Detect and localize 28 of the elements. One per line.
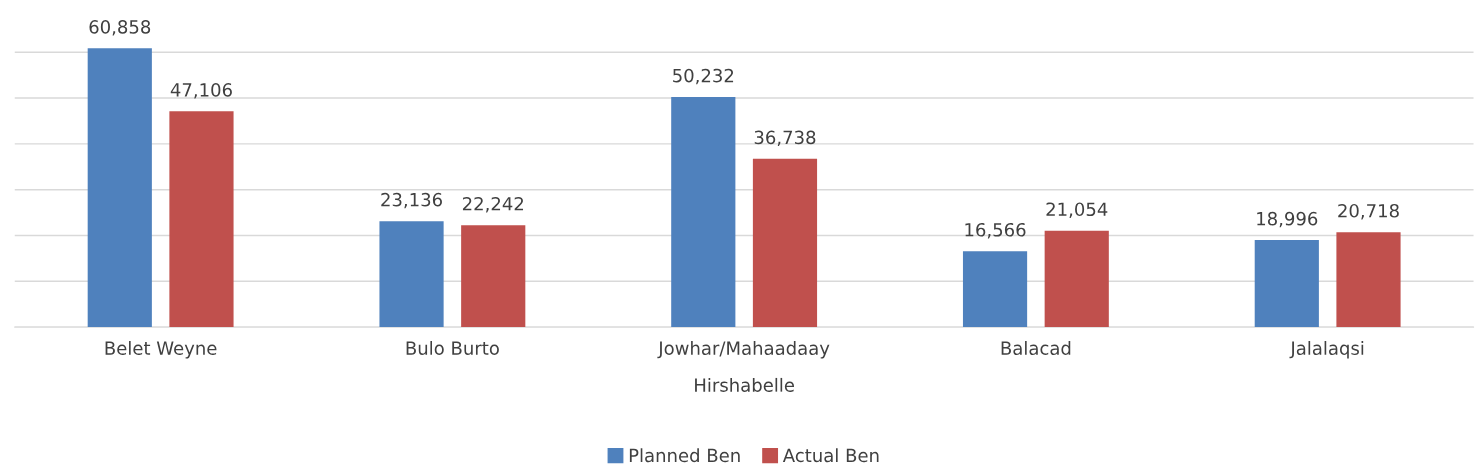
x-tick-label: Jalalaqsi — [1289, 341, 1364, 359]
data-label: 22,242 — [462, 196, 524, 213]
bar — [962, 251, 1028, 328]
legend-label: Actual Ben — [782, 448, 879, 463]
data-label: 16,566 — [965, 222, 1026, 239]
bar — [87, 48, 152, 328]
x-tick-label: Jowhar/Mahaadaay — [657, 341, 830, 359]
data-label: 20,718 — [1338, 203, 1399, 220]
x-tick-label: Bulo Burto — [406, 341, 499, 355]
bar — [1044, 230, 1109, 328]
bar — [752, 158, 818, 328]
data-label: 21,054 — [1046, 202, 1108, 218]
data-label: 50,232 — [673, 68, 734, 85]
x-tick-label: Belet Weyne — [105, 341, 217, 359]
legend-label: Planned Ben — [629, 448, 740, 463]
data-label: 36,738 — [754, 130, 816, 147]
data-label: 47,106 — [170, 83, 232, 99]
data-label: 18,996 — [1257, 211, 1318, 228]
bar — [379, 221, 444, 328]
data-label: 60,858 — [89, 20, 151, 36]
bar — [169, 111, 234, 328]
x-axis-title: Hirshabelle — [695, 377, 794, 392]
x-tick-label: Balacad — [1001, 341, 1071, 355]
data-label: 23,136 — [381, 192, 442, 209]
bar — [461, 225, 526, 328]
bar — [671, 96, 736, 328]
bar — [1336, 232, 1401, 328]
bar — [1254, 240, 1319, 328]
